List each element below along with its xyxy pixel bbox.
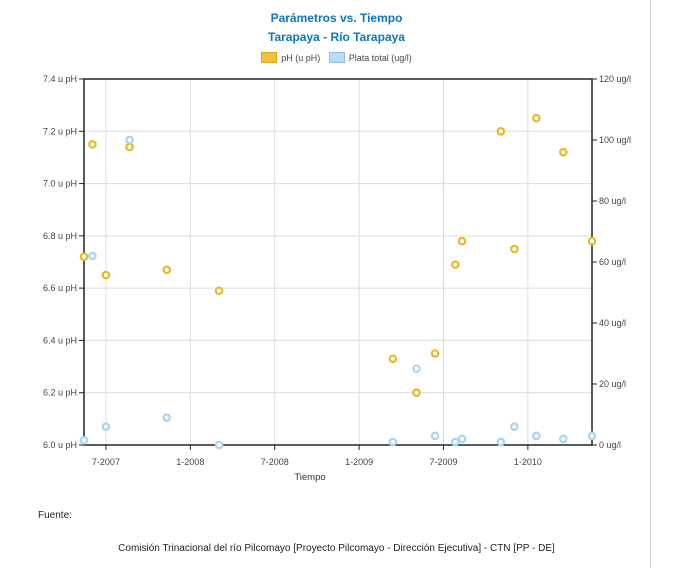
right-tick-label: 80 ug/l: [599, 196, 626, 206]
left-tick-label: 6.0 u pH: [43, 440, 77, 450]
plata-point[interactable]: [496, 437, 506, 447]
right-tick-label: 0 ug/l: [599, 440, 621, 450]
plata-point[interactable]: [125, 135, 134, 145]
right-tick-label: 100 ug/l: [599, 135, 631, 145]
chart-svg: 6.0 u pH 6.2 u pH 6.4 u pH 6.6 u pH 6.8 u pH…: [43, 74, 631, 483]
ph-point[interactable]: [532, 113, 541, 123]
ph-point[interactable]: [214, 286, 224, 296]
ph-point[interactable]: [388, 354, 398, 364]
right-tick-label: 60 ug/l: [599, 257, 626, 267]
left-tick-label: 7.2 u pH: [43, 126, 77, 136]
legend-swatch-plata: [328, 52, 345, 63]
x-tick-label: 7-2008: [261, 457, 289, 467]
right-tick-label: 120 ug/l: [599, 74, 631, 84]
x-tick-label: 1-2010: [514, 457, 542, 467]
legend: pH (u pH) Plata total (ug/l): [0, 52, 673, 65]
ph-point[interactable]: [79, 252, 89, 262]
ph-point[interactable]: [412, 388, 421, 398]
ph-point[interactable]: [162, 265, 171, 275]
legend-item-plata[interactable]: Plata total (ug/l): [328, 52, 412, 63]
x-tick-label: 1-2008: [176, 457, 204, 467]
grid-lines: [84, 78, 592, 446]
left-tick-label: 6.8 u pH: [43, 231, 77, 241]
legend-item-ph[interactable]: pH (u pH): [261, 52, 320, 63]
ph-point[interactable]: [125, 142, 134, 152]
right-axis: 0 ug/l 20 ug/l 40 ug/l 60 ug/l 80 ug/l 100 ug…: [592, 74, 631, 450]
legend-swatch-ph: [261, 52, 278, 63]
chart-frame: [650, 0, 651, 568]
chart-subtitle: Tarapaya - Río Tarapaya: [268, 30, 405, 44]
plata-point[interactable]: [162, 413, 171, 422]
data-points: [79, 113, 597, 450]
plata-point[interactable]: [450, 437, 460, 447]
plata-point[interactable]: [587, 431, 597, 441]
left-tick-label: 6.2 u pH: [43, 388, 77, 398]
plata-point[interactable]: [412, 364, 421, 374]
plata-point[interactable]: [214, 440, 224, 450]
ph-point[interactable]: [587, 236, 597, 246]
chart-title: Parámetros vs. Tiempo: [270, 11, 403, 25]
plata-point[interactable]: [79, 436, 89, 445]
left-tick-label: 6.4 u pH: [43, 335, 77, 345]
right-tick-label: 20 ug/l: [599, 379, 626, 389]
ph-point[interactable]: [430, 349, 440, 358]
x-tick-label: 1-2009: [345, 457, 373, 467]
source-text: Comisión Trinacional del río Pilcomayo […: [118, 543, 555, 554]
source-label: Fuente:: [38, 510, 72, 521]
legend-label-ph: pH (u pH): [281, 52, 321, 63]
plata-point[interactable]: [101, 422, 111, 432]
right-tick-label: 40 ug/l: [599, 318, 626, 328]
ph-point[interactable]: [559, 147, 568, 157]
ph-point[interactable]: [510, 244, 519, 254]
x-tick-label: 7-2009: [429, 457, 457, 467]
plata-point[interactable]: [559, 434, 568, 444]
ph-point[interactable]: [496, 126, 506, 136]
ph-point[interactable]: [88, 140, 97, 149]
legend-label-plata: Plata total (ug/l): [348, 52, 412, 63]
left-tick-label: 7.0 u pH: [43, 179, 77, 189]
plot-area: [83, 78, 593, 446]
plata-point[interactable]: [430, 431, 440, 441]
plata-point[interactable]: [457, 434, 467, 444]
plata-point[interactable]: [510, 422, 519, 432]
x-axis: 7-2007 1-2008 7-2008 1-2009 7-2009 1-2010: [92, 445, 542, 467]
plata-point[interactable]: [88, 251, 97, 261]
x-tick-label: 7-2007: [92, 457, 120, 467]
ph-point[interactable]: [457, 236, 467, 246]
ph-point[interactable]: [101, 270, 111, 280]
left-axis: 6.0 u pH 6.2 u pH 6.4 u pH 6.6 u pH 6.8 u pH…: [43, 74, 84, 450]
left-tick-label: 6.6 u pH: [43, 283, 77, 293]
ph-point[interactable]: [450, 260, 460, 269]
plata-point[interactable]: [388, 437, 398, 447]
left-tick-label: 7.4 u pH: [43, 74, 77, 84]
x-axis-title: Tiempo: [294, 472, 325, 483]
plata-point[interactable]: [532, 431, 541, 441]
